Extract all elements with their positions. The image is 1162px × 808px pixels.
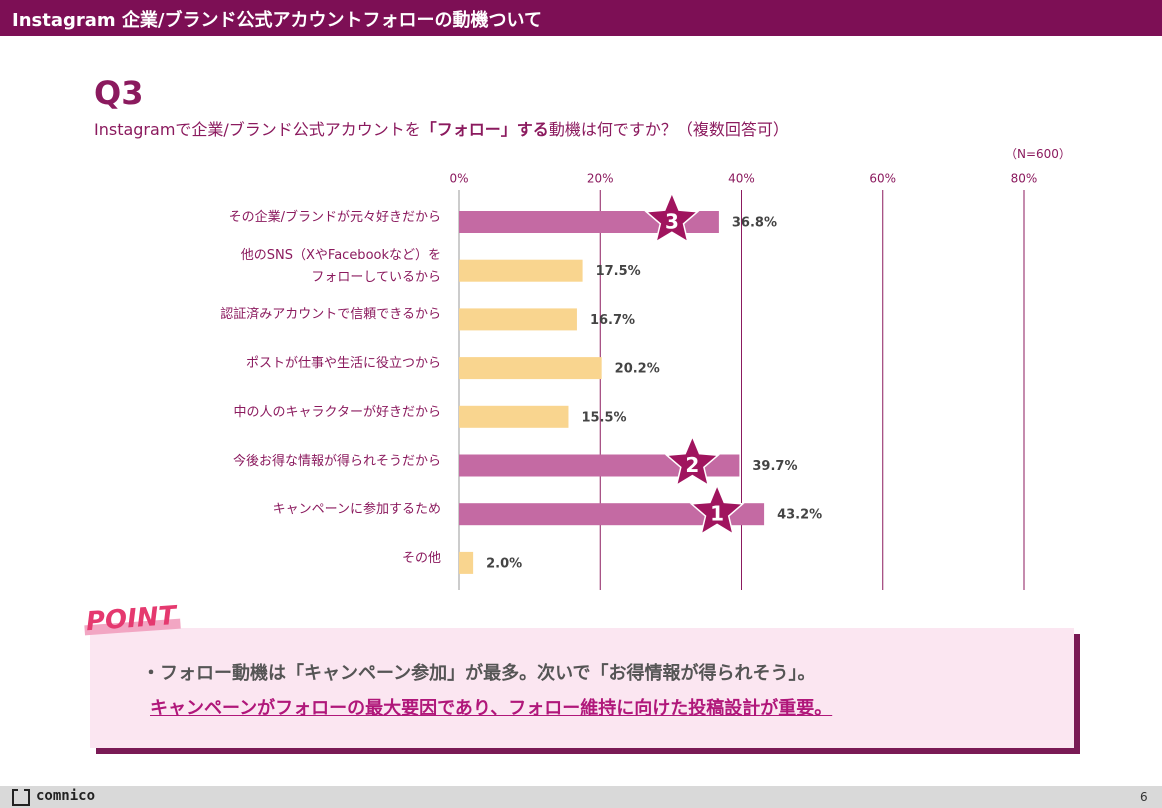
bar — [459, 454, 740, 477]
category-label: 他のSNS（XやFacebookなど）を フォローしているから — [240, 247, 441, 285]
rank-number: 3 — [665, 210, 679, 234]
rank-number: 1 — [710, 502, 724, 526]
chart: 0% 20% 40% 60% 80% 36.8% 3 17.5% 16.7% 20.2% 15.5%… — [449, 172, 1038, 590]
category-label: ポストが仕事や生活に役立つから — [245, 356, 441, 372]
rank-number: 2 — [685, 453, 699, 477]
point-line-emphasis: キャンペーンがフォローの最大要因であり、フォロー維持に向けた投稿設計が重要。 — [150, 698, 833, 719]
category-label: キャンペーンに参加するため — [272, 502, 441, 518]
point-box — [90, 628, 1074, 748]
rank-star — [689, 483, 745, 536]
question-number: Q3 — [94, 74, 144, 112]
value-label: 43.2% — [777, 508, 822, 523]
x-tick-label: 80% — [1011, 172, 1038, 186]
rank-star — [664, 434, 720, 487]
x-tick-label: 0% — [449, 172, 468, 186]
brand: comnico — [36, 788, 96, 804]
header-title: Instagram 企業/ブランド公式アカウントフォローの動機ついて — [12, 10, 542, 31]
question-text: Instagramで企業/ブランド公式アカウントを「フォロー」する動機は何ですか… — [94, 116, 789, 140]
value-label: 39.7% — [752, 459, 797, 474]
category-label: その他 — [401, 550, 441, 566]
rank-star — [644, 191, 700, 244]
point-line: ・フォロー動機は「キャンペーン参加」が最多。次いで「お得情報が得られそう」。 — [142, 663, 816, 684]
x-tick-label: 20% — [587, 172, 614, 186]
brand-icon — [12, 789, 30, 806]
page-number: 6 — [1140, 790, 1148, 804]
value-label: 16.7% — [590, 313, 635, 328]
x-tick-label: 40% — [728, 172, 755, 186]
value-label: 2.0% — [486, 556, 522, 571]
question-emphasis: 「フォロー」する — [420, 120, 549, 139]
header-bar: Instagram 企業/ブランド公式アカウントフォローの動機ついて — [0, 0, 1162, 36]
category-label: 今後お得な情報が得られそうだから — [232, 453, 441, 469]
bar — [459, 503, 765, 526]
question-part: 動機は何ですか？（複数回答可） — [548, 120, 789, 139]
bar — [459, 405, 569, 428]
bar — [459, 308, 577, 331]
x-tick-label: 60% — [869, 172, 896, 186]
bar — [459, 551, 474, 574]
value-label: 20.2% — [615, 362, 660, 377]
sample-note: （N=600） — [1005, 147, 1071, 161]
value-label: 17.5% — [596, 264, 641, 279]
bar — [459, 357, 602, 380]
bar — [459, 259, 583, 282]
category-label: その企業/ブランドが元々好きだから — [228, 210, 441, 225]
question-part: Instagramで企業/ブランド公式アカウントを — [94, 120, 421, 139]
point-heading: POINT — [85, 600, 178, 638]
value-label: 15.5% — [581, 410, 626, 425]
footer-bar: comnico 6 — [0, 786, 1162, 808]
category-label: 中の人のキャラクターが好きだから — [233, 404, 441, 420]
category-label: 認証済みアカウントで信頼できるから — [220, 307, 441, 323]
value-label: 36.8% — [732, 216, 777, 231]
